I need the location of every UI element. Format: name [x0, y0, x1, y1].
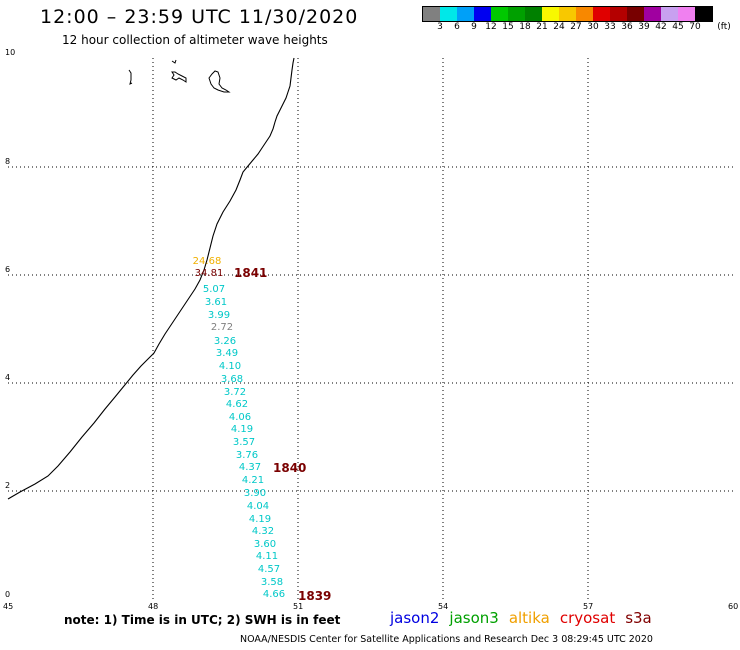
legend-label: 9 [471, 22, 477, 32]
latitude-label: 2 [5, 481, 11, 490]
legend-label: 70 [689, 22, 701, 32]
longitude-label: 51 [293, 602, 304, 611]
wave-height-label: 3.68 [220, 374, 244, 385]
map-title: 12:00 – 23:59 UTC 11/30/2020 [40, 6, 359, 28]
wave-height-label: 3.61 [204, 297, 228, 308]
latitude-label: 0 [5, 590, 11, 599]
legend-label: 39 [638, 22, 650, 32]
wave-height-label: 4.11 [255, 551, 279, 562]
wave-height-label: 4.57 [257, 564, 281, 575]
legend-swatch [542, 7, 559, 21]
legend-swatch [440, 7, 457, 21]
wave-height-label: 4.06 [228, 412, 252, 423]
longitude-label: 54 [438, 602, 449, 611]
wave-height-label: 3.76 [235, 450, 259, 461]
legend-label: 21 [536, 22, 548, 32]
legend-unit: (ft) [717, 22, 731, 32]
legend-swatch [627, 7, 644, 21]
satellite-jason2: jason2 [390, 609, 440, 627]
wave-height-label: 2.72 [210, 322, 234, 333]
legend-label: 27 [570, 22, 582, 32]
wave-height-label: 3.99 [207, 310, 231, 321]
legend-label: 45 [672, 22, 684, 32]
legend-swatch [525, 7, 542, 21]
wave-height-label: 3.60 [253, 539, 277, 550]
wave-height-label: 4.19 [248, 514, 272, 525]
satellite-altika: altika [508, 609, 550, 627]
longitude-label: 57 [583, 602, 594, 611]
legend-swatch [644, 7, 661, 21]
legend-swatch [576, 7, 593, 21]
wave-height-label: 4.62 [225, 399, 249, 410]
legend-label: 3 [437, 22, 443, 32]
legend-swatch [559, 7, 576, 21]
wave-height-label: 24.68 [192, 256, 222, 267]
legend-label: 12 [485, 22, 497, 32]
wave-height-label: 3.58 [260, 577, 284, 588]
lat-lon-grid [8, 58, 733, 600]
pass-time-1839: 1839 [298, 589, 332, 603]
latitude-label: 6 [5, 265, 11, 274]
pass-time-1840: 1840 [273, 461, 307, 475]
longitude-label: 45 [3, 602, 14, 611]
wave-height-label: 3.26 [213, 336, 237, 347]
legend-label: 18 [519, 22, 531, 32]
latitude-label: 10 [5, 48, 16, 57]
wave-height-label: 4.04 [246, 501, 270, 512]
satellite-cryosat: cryosat [559, 609, 616, 627]
legend-label: 30 [587, 22, 599, 32]
wave-height-label: 4.32 [251, 526, 275, 537]
wave-height-label: 3.57 [232, 437, 256, 448]
longitude-label: 60 [728, 602, 739, 611]
legend-swatch [423, 7, 440, 21]
wave-height-label: 3.49 [215, 348, 239, 359]
wave-height-label: 3.72 [223, 387, 247, 398]
legend-swatch [457, 7, 474, 21]
coastline [7, 57, 295, 500]
legend-label: 24 [553, 22, 565, 32]
legend-label: 42 [655, 22, 667, 32]
wave-height-label: 5.07 [202, 284, 226, 295]
legend-label: 6 [454, 22, 460, 32]
legend-swatch [474, 7, 491, 21]
legend-swatch [678, 7, 695, 21]
pass-time-1841: 1841 [234, 266, 268, 280]
satellite-s3a: s3a [625, 609, 652, 627]
legend-swatch [695, 7, 712, 21]
legend-swatch [491, 7, 508, 21]
longitude-label: 48 [148, 602, 159, 611]
wave-height-label: 4.37 [238, 462, 262, 473]
satellite-legend: jason2 jason3 altika cryosat s3a [390, 609, 662, 627]
latitude-label: 8 [5, 157, 11, 166]
legend-label: 36 [621, 22, 633, 32]
legend-label: 15 [502, 22, 514, 32]
wave-height-label: 4.66 [262, 589, 286, 600]
wave-height-label: 34.81 [194, 268, 224, 279]
satellite-jason3: jason3 [449, 609, 499, 627]
latitude-label: 4 [5, 373, 11, 382]
legend-label: 33 [604, 22, 616, 32]
island-cluster [128, 59, 231, 93]
credit-line: NOAA/NESDIS Center for Satellite Applica… [240, 634, 653, 645]
legend-swatch [508, 7, 525, 21]
wave-height-label: 4.10 [218, 361, 242, 372]
wave-height-label: 3.90 [243, 488, 267, 499]
wave-height-label: 4.21 [241, 475, 265, 486]
legend-swatch [593, 7, 610, 21]
legend-swatch [610, 7, 627, 21]
map-subtitle: 12 hour collection of altimeter wave hei… [62, 33, 328, 47]
wave-height-label: 4.19 [230, 424, 254, 435]
footer-note: note: 1) Time is in UTC; 2) SWH is in fe… [64, 613, 341, 627]
color-scale-legend [422, 6, 713, 22]
legend-swatch [661, 7, 678, 21]
